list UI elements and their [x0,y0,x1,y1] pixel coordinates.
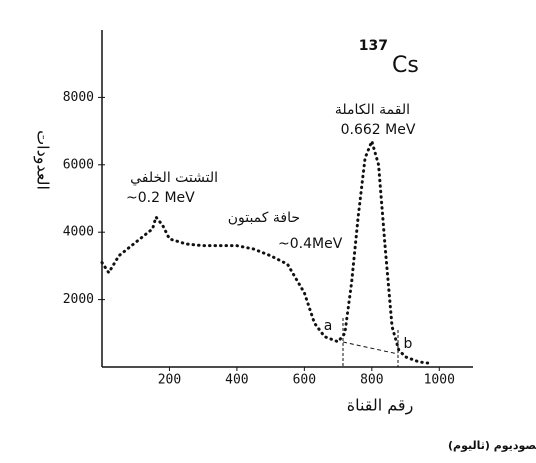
x-tick-label: 600 [293,373,316,388]
annotation: 0.662 MeV [341,122,416,138]
x-tick-label: 1000 [424,373,455,388]
y-tick-label: 4000 [63,225,94,240]
annotation: ~0.2 MeV [126,190,195,206]
y-tick-label: 8000 [63,90,94,105]
title-symbol: Cs [392,53,419,78]
annotation: a [324,318,333,334]
annotation: التشتت الخلفي [130,170,218,186]
annotation: حافة كمبتون [228,210,300,226]
y-tick-label: 2000 [63,292,94,307]
annotation: ~0.4MeV [278,236,343,252]
x-axis-label: رقم القناة [347,396,414,416]
x-tick-label: 200 [158,373,181,388]
annotation: b [404,336,413,352]
caption: طيف الطاقة للتنظير Cs – 137 كما يسجله كا… [448,439,536,452]
y-tick-label: 6000 [63,157,94,172]
title-mass: 137 [359,38,388,54]
y-axis-label: العدودات [33,130,53,190]
x-tick-label: 800 [360,373,383,388]
annotation: القمة الكاملة [335,102,410,118]
connector [342,341,399,355]
x-tick-label: 400 [225,373,248,388]
spectrum-line [100,136,435,366]
